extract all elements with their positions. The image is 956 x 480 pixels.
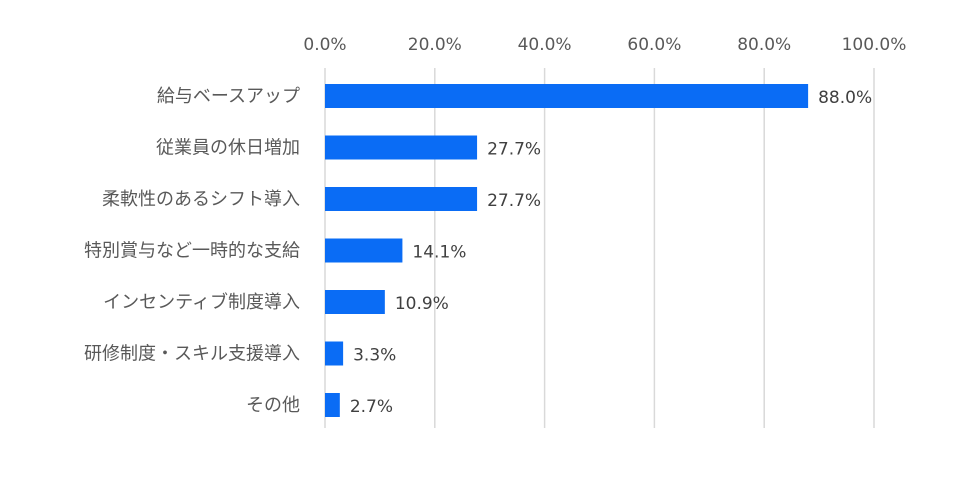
category-label: 柔軟性のあるシフト導入	[102, 189, 300, 210]
bar	[325, 238, 403, 263]
gridlines	[324, 68, 875, 428]
category-label: その他	[246, 395, 300, 416]
data-label: 27.7%	[487, 191, 541, 211]
x-tick-label: 0.0%	[303, 35, 346, 55]
data-label: 88.0%	[818, 88, 872, 108]
bar	[325, 84, 809, 108]
x-tick-label: 40.0%	[518, 35, 572, 55]
data-label: 3.3%	[353, 346, 396, 366]
category-label: 従業員の休日増加	[156, 138, 300, 159]
category-label: 特別賞与など一時的な支給	[84, 241, 300, 262]
data-labels: 88.0% 27.7% 27.7% 14.1% 10.9% 3.3% 2.7%	[350, 88, 872, 417]
bar	[325, 290, 385, 314]
x-tick-label: 80.0%	[737, 35, 791, 55]
bars	[325, 84, 809, 417]
data-label: 10.9%	[395, 294, 449, 314]
category-label: 研修制度・スキル支援導入	[84, 344, 300, 365]
data-label: 27.7%	[487, 140, 541, 160]
data-label: 2.7%	[350, 397, 393, 417]
x-axis-ticks: 0.0% 20.0% 40.0% 60.0% 80.0% 100.0%	[303, 35, 906, 55]
x-tick-label: 100.0%	[842, 35, 907, 55]
category-label: 給与ベースアップ	[157, 86, 300, 107]
data-label: 14.1%	[412, 243, 466, 263]
x-tick-label: 60.0%	[627, 35, 681, 55]
category-label: インセンティブ制度導入	[103, 291, 300, 313]
bar	[325, 187, 478, 211]
bar	[325, 393, 340, 417]
x-tick-label: 20.0%	[408, 35, 462, 55]
bar	[325, 135, 478, 160]
bar	[325, 341, 344, 366]
category-labels: 給与ベースアップ従業員の休日増加柔軟性のあるシフト導入特別賞与など一時的な支給イ…	[84, 86, 300, 416]
